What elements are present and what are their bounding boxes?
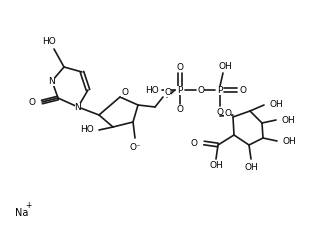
Text: P: P: [217, 86, 223, 94]
Text: O: O: [197, 86, 205, 94]
Text: OH: OH: [209, 161, 223, 171]
Text: P: P: [177, 86, 183, 94]
Text: O: O: [216, 107, 224, 117]
Text: O: O: [29, 98, 36, 106]
Text: HO: HO: [80, 125, 94, 134]
Text: HO: HO: [145, 86, 159, 94]
Text: +: +: [25, 201, 31, 210]
Text: Na: Na: [15, 208, 28, 218]
Text: O: O: [239, 86, 247, 94]
Text: N: N: [49, 77, 55, 86]
Text: OH: OH: [244, 162, 258, 172]
Text: O: O: [191, 138, 198, 148]
Text: HO: HO: [42, 36, 56, 46]
Text: O⁻: O⁻: [129, 142, 141, 152]
Text: OH: OH: [269, 99, 283, 109]
Text: O: O: [177, 63, 183, 71]
Text: O: O: [225, 109, 231, 118]
Text: N: N: [75, 102, 81, 111]
Text: OH: OH: [218, 62, 232, 70]
Text: OH: OH: [282, 137, 296, 145]
Text: O: O: [177, 105, 183, 114]
Text: O: O: [122, 87, 128, 97]
Text: OH: OH: [281, 115, 295, 125]
Text: O: O: [165, 87, 171, 97]
